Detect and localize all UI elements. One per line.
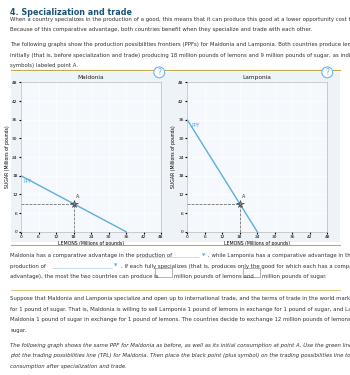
Text: ▼: ▼ [202,253,206,257]
Text: Maldonia has a comparative advantage in the production of: Maldonia has a comparative advantage in … [10,253,173,258]
Text: production of: production of [10,264,46,269]
Text: PPF: PPF [192,123,200,129]
X-axis label: LEMONS (Millions of pounds): LEMONS (Millions of pounds) [58,241,124,246]
Title: Maldonia: Maldonia [78,75,104,80]
Text: A: A [76,194,79,199]
Text: A: A [242,194,245,199]
Text: plot the trading possibilities line (TPL) for Maldonia. Then place the black poi: plot the trading possibilities line (TPL… [10,353,350,358]
Text: consumption after specialization and trade.: consumption after specialization and tra… [10,363,127,369]
Text: ?: ? [157,68,161,77]
Text: for 1 pound of sugar. That is, Maldonia is willing to sell Lamponia 1 pound of l: for 1 pound of sugar. That is, Maldonia … [10,307,350,312]
Text: initially (that is, before specialization and trade) producing 18 million pounds: initially (that is, before specializatio… [10,53,350,58]
Text: , while Lamponia has a comparative advantage in the: , while Lamponia has a comparative advan… [208,253,350,258]
Text: symbols) labeled point A.: symbols) labeled point A. [10,63,78,68]
Text: When a country specializes in the production of a good, this means that it can p: When a country specializes in the produc… [10,17,350,22]
Y-axis label: SUGAR (Millions of pounds): SUGAR (Millions of pounds) [5,126,10,189]
Text: ?: ? [325,68,329,77]
Text: ______________________: ______________________ [139,253,200,258]
Text: The following graph shows the same PPF for Maldonia as before, as well as its in: The following graph shows the same PPF f… [10,342,350,348]
Text: PPF: PPF [24,180,33,184]
Text: The following graphs show the production possibilities frontiers (PPFs) for Mald: The following graphs show the production… [10,42,350,47]
Text: Suppose that Maldonia and Lamponia specialize and open up to international trade: Suppose that Maldonia and Lamponia speci… [10,296,350,302]
Text: advantage), the most the two countries can produce is: advantage), the most the two countries c… [10,274,159,279]
Text: 4. Specialization and trade: 4. Specialization and trade [10,8,133,17]
Y-axis label: SUGAR (Millions of pounds): SUGAR (Millions of pounds) [171,126,176,189]
Text: . If each fully specializes (that is, produces only the good for which each has : . If each fully specializes (that is, pr… [121,264,350,269]
Text: ▼: ▼ [114,264,117,268]
X-axis label: LEMONS (Millions of pounds): LEMONS (Millions of pounds) [224,241,290,246]
Text: million pounds of lemons and: million pounds of lemons and [174,274,254,279]
Title: Lamponia: Lamponia [243,75,272,80]
Text: Maldonia 1 pound of sugar in exchange for 1 pound of lemons. The countries decid: Maldonia 1 pound of sugar in exchange fo… [10,317,350,322]
Text: sugar.: sugar. [10,328,27,333]
Text: million pounds of sugar.: million pounds of sugar. [262,274,327,279]
Text: ______________________: ______________________ [52,264,112,269]
Text: Because of this comparative advantage, both countries benefit when they speciali: Because of this comparative advantage, b… [10,27,313,32]
